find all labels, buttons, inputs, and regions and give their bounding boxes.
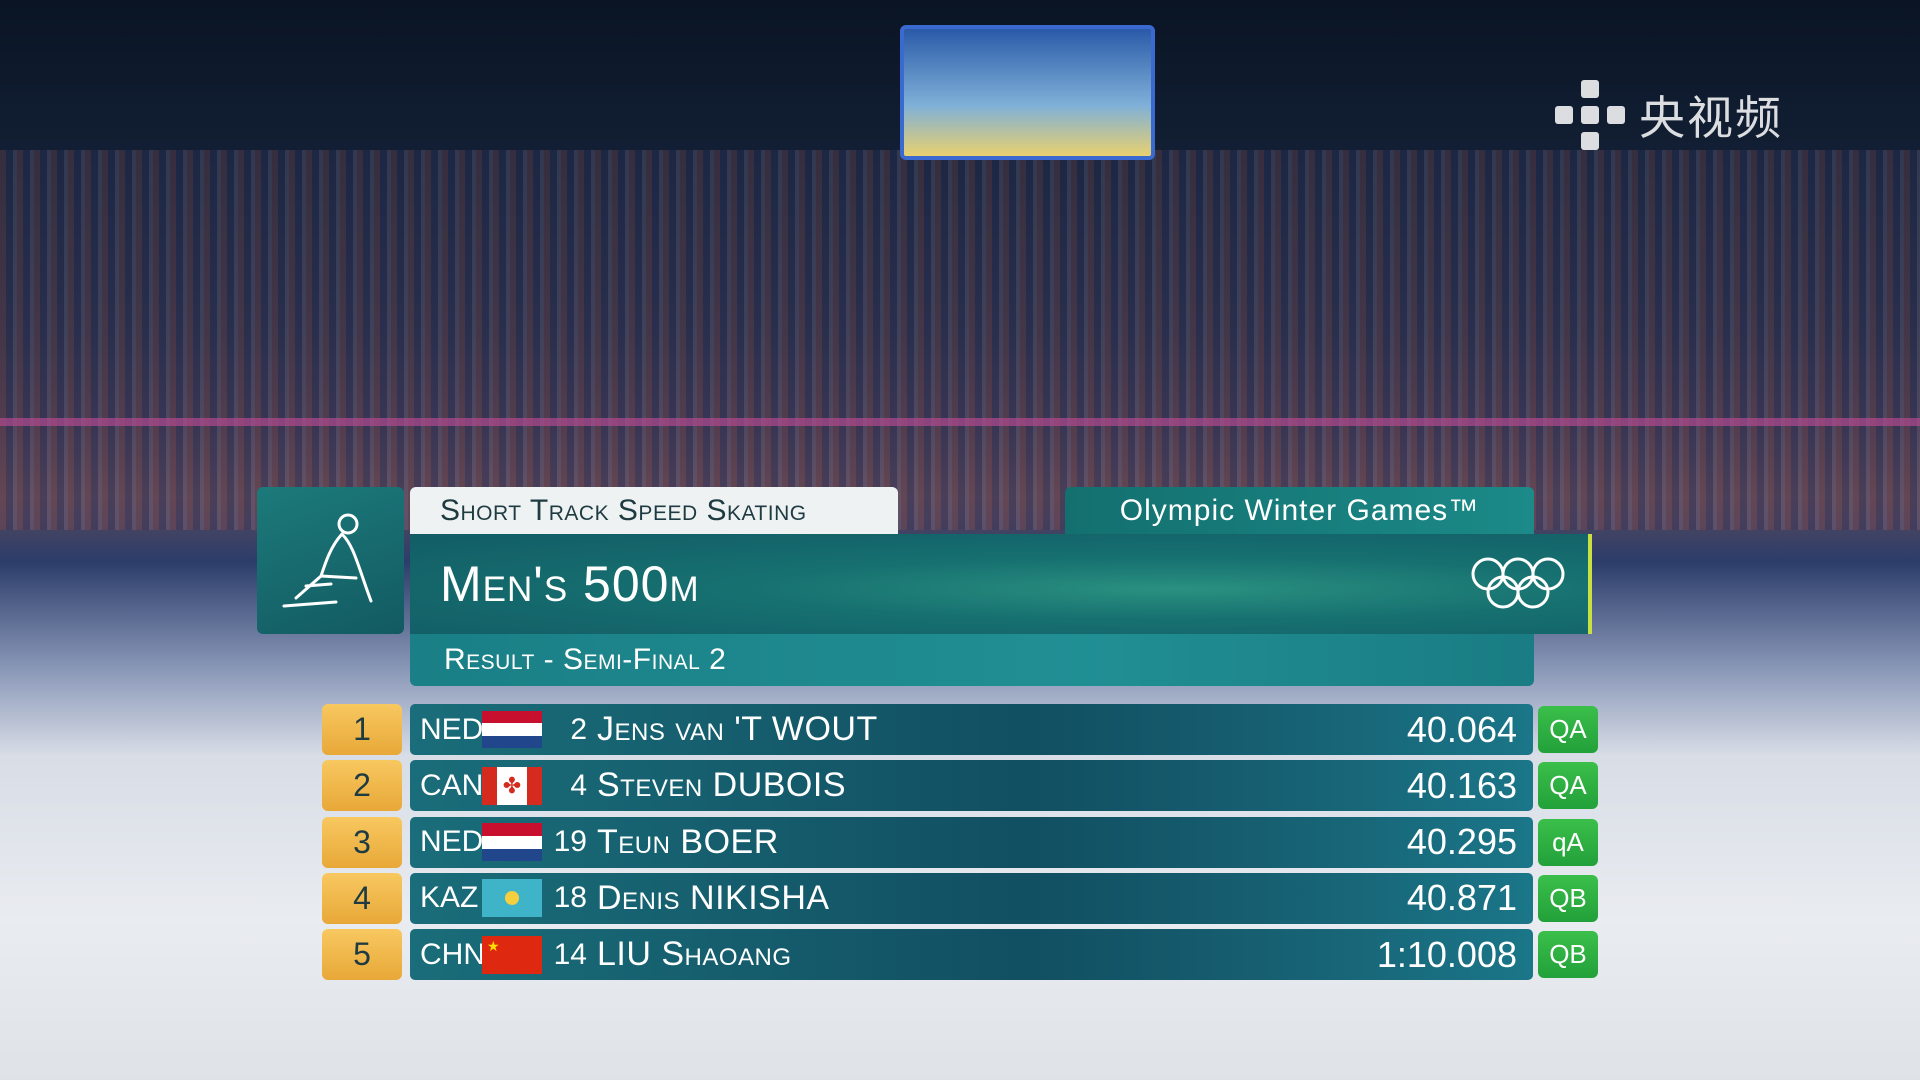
noc-code: CHN <box>420 937 485 971</box>
qualification-badge: QA <box>1538 706 1598 753</box>
athlete-bar: CHN ★ 14 LIU Shaoang 1:10.008 <box>410 929 1533 981</box>
sport-name-tab: Short Track Speed Skating <box>410 487 898 534</box>
athlete-bar: NED 19 Teun BOER 40.295 <box>410 816 1533 868</box>
games-name-tab: Olympic Winter Games™ <box>1065 487 1534 534</box>
rank-badge: 5 <box>322 929 402 981</box>
netherlands-flag-icon <box>482 823 542 862</box>
bib-number: 18 <box>553 881 587 915</box>
rank-badge: 3 <box>322 816 402 868</box>
broadcaster-name: 央视频 <box>1639 91 1783 145</box>
short-track-skater-icon <box>257 487 404 634</box>
result-row: 2 CAN ✤ 4 Steven DUBOIS 40.163 QA <box>322 760 1598 812</box>
phase-bar: Result - Semi-Final 2 <box>410 634 1534 686</box>
bib-number: 4 <box>570 768 587 802</box>
bib-number: 19 <box>553 825 587 859</box>
athlete-bar: CAN ✤ 4 Steven DUBOIS 40.163 <box>410 760 1533 812</box>
broadcaster-logo: 央视频 <box>1555 80 1783 150</box>
kazakhstan-flag-icon <box>482 879 542 918</box>
athlete-name: LIU Shaoang <box>597 935 792 974</box>
bib-number: 2 <box>570 712 587 746</box>
rank-badge: 4 <box>322 872 402 924</box>
olympic-rings-icon <box>1471 557 1565 609</box>
arena-crowd-background <box>0 150 1920 530</box>
race-time: 1:10.008 <box>1376 933 1517 975</box>
race-time: 40.163 <box>1406 764 1517 806</box>
china-flag-icon: ★ <box>482 935 542 974</box>
event-title: Men's 500m <box>440 556 700 612</box>
qualification-badge: QB <box>1538 931 1598 979</box>
race-time: 40.295 <box>1406 821 1517 863</box>
bib-number: 14 <box>553 937 587 971</box>
event-title-bar: Men's 500m <box>410 534 1592 634</box>
canada-flag-icon: ✤ <box>482 766 542 805</box>
cctv-logo-icon <box>1555 80 1625 150</box>
noc-code: NED <box>420 712 484 746</box>
athlete-name: Steven DUBOIS <box>597 766 846 805</box>
race-time: 40.064 <box>1406 708 1517 750</box>
netherlands-flag-icon <box>482 710 542 749</box>
qualification-badge: QA <box>1538 762 1598 810</box>
athlete-name: Teun BOER <box>597 822 779 861</box>
result-row: 1 NED 2 Jens van 'T WOUT 40.064 QA <box>322 704 1598 755</box>
result-row: 3 NED 19 Teun BOER 40.295 qA <box>322 816 1598 868</box>
arena-jumbotron <box>900 25 1155 160</box>
rank-badge: 2 <box>322 760 402 812</box>
result-row: 4 KAZ 18 Denis NIKISHA 40.871 QB <box>322 872 1598 924</box>
arena-banner <box>0 418 1920 426</box>
athlete-name: Jens van 'T WOUT <box>597 710 878 748</box>
athlete-bar: KAZ 18 Denis NIKISHA 40.871 <box>410 872 1533 924</box>
noc-code: CAN <box>420 768 484 802</box>
qualification-badge: qA <box>1538 818 1598 866</box>
qualification-badge: QB <box>1538 874 1598 922</box>
athlete-bar: NED 2 Jens van 'T WOUT 40.064 <box>410 704 1533 755</box>
noc-code: KAZ <box>420 881 479 915</box>
athlete-name: Denis NIKISHA <box>597 878 830 917</box>
noc-code: NED <box>420 825 484 859</box>
rank-badge: 1 <box>322 704 402 755</box>
result-row: 5 CHN ★ 14 LIU Shaoang 1:10.008 QB <box>322 929 1598 981</box>
race-time: 40.871 <box>1406 877 1517 919</box>
